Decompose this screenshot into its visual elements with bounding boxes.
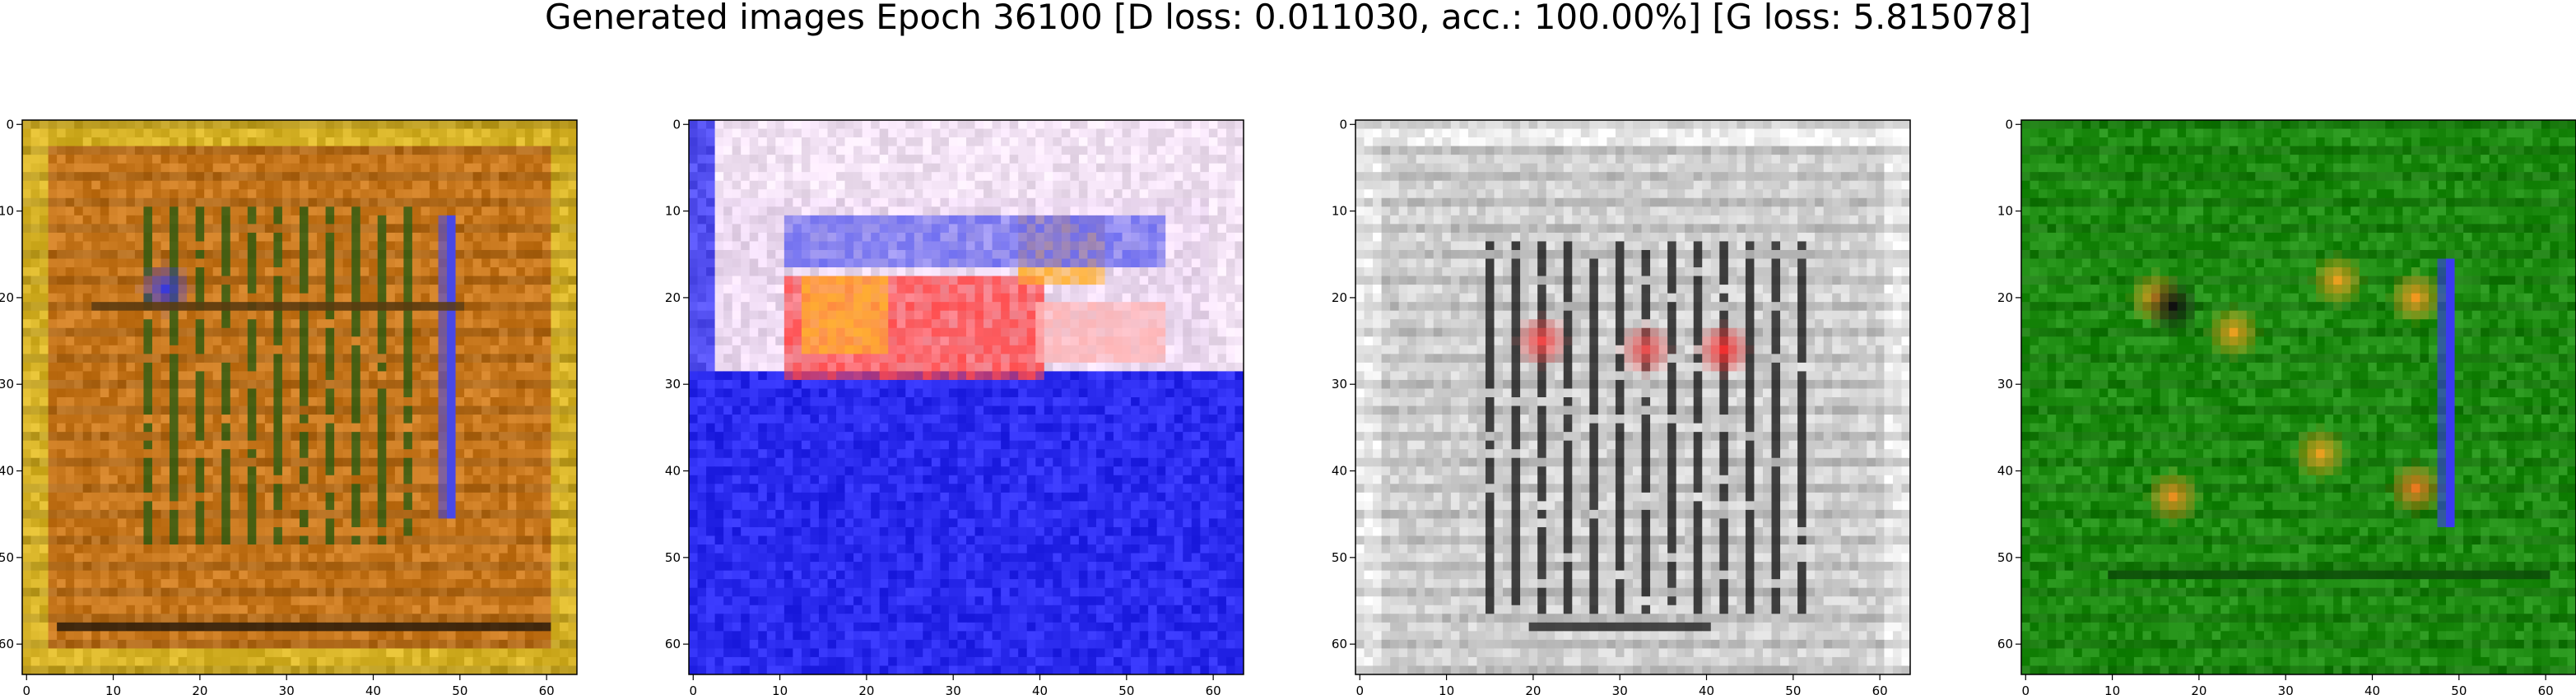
y-tick-label: 30	[0, 377, 14, 392]
y-tick-label: 60	[1332, 637, 1347, 651]
y-tick-label: 40	[0, 464, 14, 479]
x-tick-label: 40	[1699, 683, 1714, 695]
y-tick-label: 10	[665, 204, 681, 219]
y-tick-label: 20	[665, 290, 681, 305]
y-tick-label: 0	[1339, 117, 1347, 132]
y-tick-label: 50	[0, 550, 14, 565]
y-tick-label: 10	[1332, 204, 1347, 219]
x-tick-label: 30	[279, 683, 295, 695]
generated-image-4	[2021, 120, 2576, 675]
image-panel-3: 0 10 20 30 40 50 60 0 10 20 30 40 50 60	[1332, 117, 1911, 695]
x-tick-label: 10	[1439, 683, 1454, 695]
x-tick-label: 0	[2021, 683, 2030, 695]
image-panel-4: 0 10 20 30 40 50 60 0 10 20 30 40 50 60	[1997, 117, 2576, 695]
y-tick-label: 10	[0, 204, 14, 219]
x-tick-label: 40	[2364, 683, 2380, 695]
y-tick-label: 40	[1997, 464, 2013, 479]
y-tick-label: 20	[1997, 290, 2013, 305]
y-tick-label: 50	[1332, 550, 1347, 565]
x-tick-label: 20	[2191, 683, 2206, 695]
y-tick-label: 60	[1997, 637, 2013, 651]
y-tick-label: 40	[665, 464, 681, 479]
y-tick-label: 50	[1997, 550, 2013, 565]
x-tick-label: 40	[1032, 683, 1048, 695]
x-tick-label: 0	[689, 683, 697, 695]
y-tick-label: 10	[1997, 204, 2013, 219]
y-tick-label: 0	[672, 117, 681, 132]
x-tick-label: 60	[1206, 683, 1221, 695]
x-tick-label: 30	[1612, 683, 1628, 695]
x-tick-label: 30	[2278, 683, 2294, 695]
x-tick-label: 10	[105, 683, 121, 695]
y-tick-label: 50	[665, 550, 681, 565]
y-tick-label: 0	[2005, 117, 2013, 132]
x-tick-label: 20	[858, 683, 874, 695]
y-tick-label: 30	[1332, 377, 1347, 392]
figure-title: Generated images Epoch 36100 [D loss: 0.…	[544, 0, 2032, 37]
x-tick-label: 10	[772, 683, 788, 695]
generated-image-1	[22, 120, 578, 675]
axes-frame	[21, 119, 578, 675]
x-tick-label: 60	[1872, 683, 1888, 695]
y-tick-label: 30	[1997, 377, 2013, 392]
y-tick-label: 30	[665, 377, 681, 392]
x-tick-label: 20	[1525, 683, 1541, 695]
y-tick-label: 60	[0, 637, 14, 651]
y-tick-label: 20	[1332, 290, 1347, 305]
x-tick-label: 50	[2451, 683, 2467, 695]
x-tick-label: 0	[1355, 683, 1364, 695]
x-tick-label: 20	[192, 683, 207, 695]
x-tick-label: 40	[365, 683, 381, 695]
x-tick-label: 30	[946, 683, 961, 695]
image-panel-2: 0 10 20 30 40 50 60 0 10 20 30 40 50 60	[665, 117, 1244, 695]
y-tick-label: 20	[0, 290, 14, 305]
x-tick-label: 50	[1785, 683, 1801, 695]
x-tick-label: 60	[539, 683, 555, 695]
x-tick-label: 0	[22, 683, 30, 695]
axes-frame	[1355, 119, 1911, 675]
x-tick-label: 50	[452, 683, 467, 695]
x-tick-label: 10	[2104, 683, 2120, 695]
x-tick-label: 50	[1118, 683, 1134, 695]
axes-frame	[688, 119, 1244, 675]
generated-image-2	[689, 120, 1244, 675]
y-tick-label: 0	[6, 117, 14, 132]
axes-frame	[2020, 119, 2576, 675]
image-panel-1: 0 10 20 30 40 50 60 0 10 20 30 40 50 60	[0, 117, 578, 695]
y-tick-label: 40	[1332, 464, 1347, 479]
y-tick-label: 60	[665, 637, 681, 651]
generated-image-3	[1355, 120, 1911, 675]
x-tick-label: 60	[2538, 683, 2554, 695]
